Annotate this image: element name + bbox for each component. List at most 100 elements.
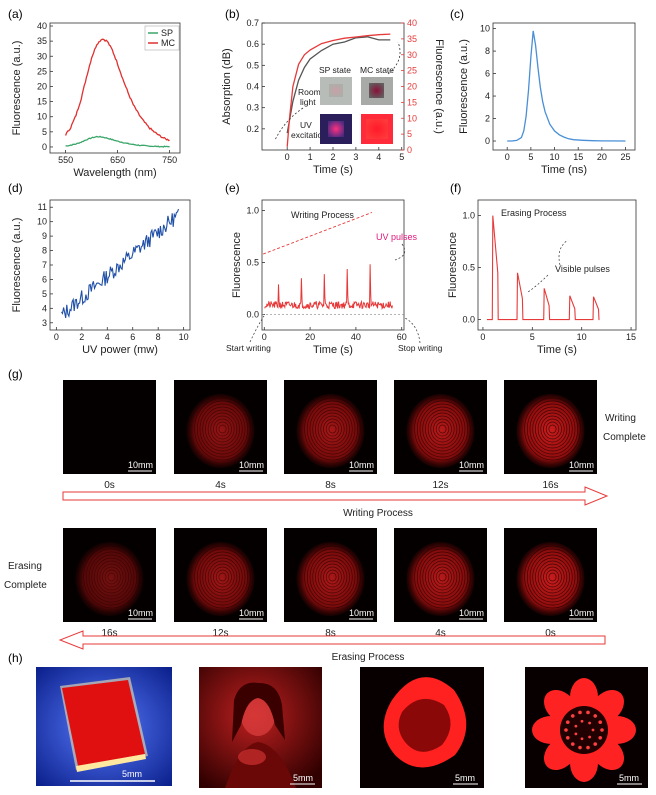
- panel-letter-b: (b): [225, 7, 240, 21]
- x-axis-label: Time (s): [537, 344, 577, 356]
- fingerprint-glow: [75, 542, 144, 616]
- y-tick-label: 0.5: [246, 60, 259, 70]
- fingerprint-ridge: [427, 412, 458, 446]
- fingerprint-ridges: [524, 545, 581, 609]
- fingerprint-ridge: [104, 569, 119, 585]
- fingerprint-ridge: [414, 545, 471, 609]
- panel-letter-d: (d): [8, 181, 23, 195]
- h-photo-flower: 5mm: [525, 667, 648, 788]
- x-tick-label: 3: [353, 152, 358, 162]
- fingerprint-ridge: [526, 400, 579, 458]
- y2-tick-label: 35: [407, 34, 417, 44]
- chart-e: 0 20 40 60 0.0 0.5 1.0 Time (s) Fluorescence Writ…: [226, 199, 443, 356]
- erasing-tile: 10mm: [394, 528, 487, 622]
- x-tick-label: 15: [573, 152, 583, 162]
- y-axis-label: Fluorescence (a.u.): [11, 218, 23, 313]
- flower-dot: [593, 714, 598, 718]
- x-tick-label: 5: [528, 152, 533, 162]
- x-tick-label: 0: [285, 152, 290, 162]
- y2-axis-label: Fluorescence (a.u.): [433, 39, 445, 134]
- y-tick-label: 4: [42, 303, 47, 313]
- series-decay: [507, 30, 626, 142]
- panel-letter-e: (e): [225, 181, 240, 195]
- y-tick-label: 2: [485, 114, 490, 124]
- y-axis-label: Fluorescence (a.u.): [458, 39, 470, 134]
- chart-d: 0 2 4 6 8 10 3 4 5 6 7 8 9 10 11 UV power (mw) Fluoresce…: [11, 199, 191, 356]
- flower-dot: [598, 736, 603, 740]
- fingerprint-ridge: [88, 551, 135, 603]
- writing-time-label: 16s: [542, 480, 558, 491]
- flower-dot: [586, 710, 590, 715]
- fingerprint-ridge: [540, 563, 565, 591]
- annotation-excitation: excitation: [291, 130, 327, 140]
- y-tick-label: 15: [37, 97, 47, 107]
- annotation-arrow: [249, 315, 265, 343]
- writing-tile: 10mm: [284, 380, 377, 474]
- fingerprint-ridge: [416, 400, 469, 458]
- flower-dot: [598, 720, 603, 724]
- x-tick-label: 5: [530, 332, 535, 342]
- erasing-process-label: Erasing Process: [332, 652, 405, 663]
- fingerprint-ridge: [215, 569, 230, 585]
- writing-time-label: 4s: [215, 480, 226, 491]
- fingerprint-ridge: [323, 566, 342, 588]
- annotation-arrow: [274, 107, 304, 141]
- annotation-start: Start writing: [226, 343, 271, 353]
- fingerprint-ridge: [196, 400, 249, 458]
- h-scale-2: 5mm: [293, 773, 313, 783]
- fingerprint-ridge: [438, 572, 447, 582]
- y-tick-label: 10: [480, 24, 490, 34]
- fingerprint-ridges: [194, 545, 251, 609]
- legend-entry: SP: [161, 28, 173, 38]
- writing-time-label: 12s: [432, 480, 448, 491]
- y2-tick-label: 5: [407, 129, 412, 139]
- flower-dot: [580, 737, 584, 741]
- fingerprint-ridge: [317, 560, 348, 594]
- y-axis-label: Fluorescence (a.u.): [11, 41, 23, 136]
- x-tick-label: 10: [577, 332, 587, 342]
- y-tick-label: 40: [37, 21, 47, 31]
- fingerprint-ridge: [312, 554, 353, 600]
- fingerprint-ridge: [215, 421, 230, 437]
- writing-arrow: [62, 486, 609, 506]
- fingerprint-ridge: [85, 548, 138, 606]
- writing-tile: 10mm: [63, 380, 156, 474]
- fingerprint-ridge: [328, 572, 337, 582]
- flower-dot: [578, 745, 582, 750]
- writing-complete-label: Complete: [603, 432, 646, 443]
- x-tick-label: 650: [110, 155, 125, 165]
- writing-complete-label: Writing: [605, 413, 636, 424]
- annotation-arrow: [404, 317, 421, 344]
- writing-tile: 10mm: [394, 380, 487, 474]
- series-power: [61, 208, 180, 319]
- series-fluorescence: [286, 33, 391, 147]
- flower-dot: [580, 719, 584, 723]
- scale-label: 10mm: [239, 460, 264, 470]
- fingerprint-ridge: [430, 563, 455, 591]
- fingerprint-ridge: [414, 397, 471, 461]
- h-scale-4: 5mm: [619, 773, 639, 783]
- fingerprint-glow: [296, 542, 365, 616]
- fingerprint-ridge: [306, 400, 359, 458]
- fingerprint-ridge: [419, 551, 466, 603]
- y-tick-label: 0: [42, 142, 47, 152]
- fingerprint-ridge: [306, 548, 359, 606]
- x-tick-label: 2: [79, 332, 84, 342]
- erasing-tile: 10mm: [174, 528, 267, 622]
- fingerprint-ridge: [425, 557, 460, 597]
- scale-label: 10mm: [239, 608, 264, 618]
- x-axis-label: Time (ns): [541, 164, 587, 176]
- plot-frame: [261, 199, 405, 331]
- fingerprint-ridge: [325, 569, 340, 585]
- fingerprint-ridges: [414, 545, 471, 609]
- fingerprint-ridge: [213, 566, 232, 588]
- x-tick-label: 2: [330, 152, 335, 162]
- erasing-time-label: 12s: [212, 628, 228, 639]
- y-tick-label: 1.0: [246, 205, 259, 215]
- fingerprint-ridge: [199, 403, 246, 455]
- flower-dot: [565, 720, 570, 724]
- y-axis-label: Absorption (dB): [221, 48, 233, 124]
- y-tick-label: 11: [38, 202, 47, 212]
- fingerprint-ridge: [548, 572, 557, 582]
